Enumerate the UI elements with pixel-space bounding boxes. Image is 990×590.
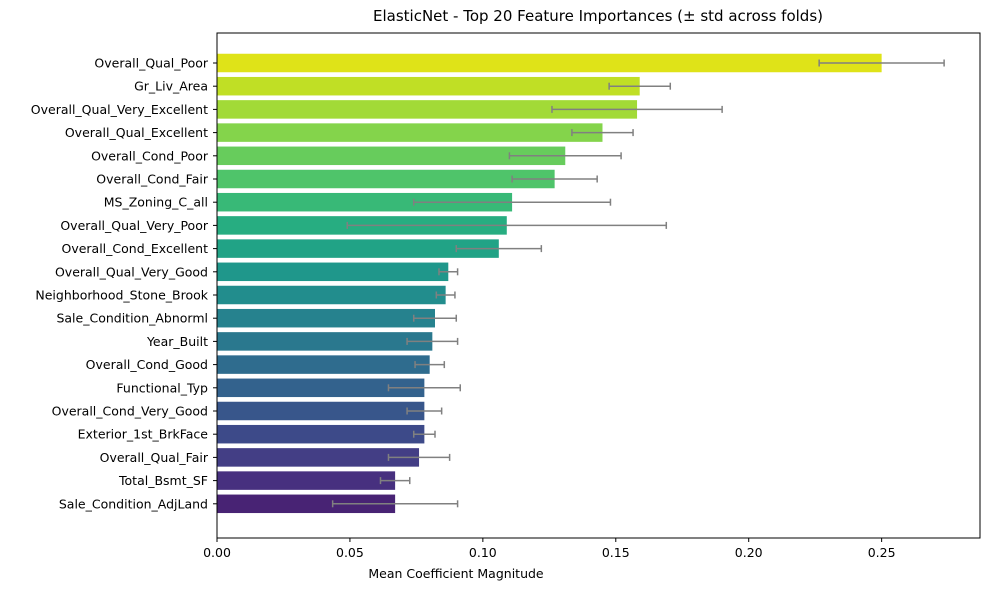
error-bar-10 [435,291,456,299]
error-bar-15 [406,407,443,415]
y-tick-label-8: Overall_Cond_Excellent [61,241,208,256]
y-tick-label-13: Overall_Cond_Good [86,357,208,372]
y-tick-label-11: Sale_Condition_Abnorml [56,311,208,326]
bar-9 [217,262,449,282]
bar-11 [217,308,435,328]
x-axis-label: Mean Coefficient Magnitude [368,566,544,581]
y-tick-label-12: Year_Built [146,334,208,349]
x-ticks: 0.00 0.05 0.10 0.15 0.20 0.25 [203,538,896,560]
error-bar-16 [412,430,436,438]
bars-layer [217,53,882,514]
error-bar-13 [414,361,446,369]
bar-0 [217,53,882,73]
bar-16 [217,424,425,444]
x-tick-label-1: 0.05 [336,545,364,560]
x-tick-label-2: 0.10 [469,545,497,560]
y-tick-label-9: Overall_Qual_Very_Good [55,264,208,279]
y-tick-label-14: Functional_Typ [116,380,208,395]
y-tick-label-15: Overall_Cond_Very_Good [52,404,208,419]
bar-4 [217,146,566,166]
y-tick-label-6: MS_Zoning_C_all [104,195,208,210]
y-tick-label-1: Gr_Liv_Area [134,79,208,94]
error-bar-11 [412,314,458,322]
error-bar-0 [818,59,945,67]
y-tick-labels: Overall_Qual_Poor Gr_Liv_Area Overall_Qual… [31,56,217,511]
plot-frame [216,32,981,539]
error-bar-1 [608,82,672,90]
bar-13 [217,355,430,374]
error-bar-9 [438,268,459,276]
bar-5 [217,169,555,189]
error-bar-12 [406,337,459,345]
bar-14 [217,378,425,398]
error-bar-4 [508,152,622,160]
y-tick-label-18: Total_Bsmt_SF [118,473,208,488]
y-tick-label-19: Sale_Condition_AdjLand [59,496,208,511]
bar-3 [217,123,603,142]
error-bar-19 [331,500,459,508]
y-tick-label-10: Neighborhood_Stone_Brook [35,288,208,303]
bar-6 [217,192,513,212]
bar-19 [217,494,396,514]
bar-8 [217,239,499,258]
error-bars-layer [331,59,945,508]
bar-10 [217,285,446,305]
x-tick-label-0: 0.00 [203,545,231,560]
error-bar-18 [379,477,411,485]
x-tick-label-3: 0.15 [602,545,630,560]
error-bar-3 [571,129,634,137]
error-bar-2 [551,105,723,113]
y-tick-label-4: Overall_Cond_Poor [91,148,209,163]
chart-title: ElasticNet - Top 20 Feature Importances … [373,7,823,25]
bar-15 [217,401,425,421]
y-tick-label-5: Overall_Cond_Fair [96,172,209,187]
error-bar-7 [346,221,668,229]
y-tick-label-7: Overall_Qual_Very_Poor [60,218,209,233]
x-tick-label-5: 0.25 [868,545,896,560]
error-bar-14 [387,384,462,392]
y-tick-label-0: Overall_Qual_Poor [94,56,208,71]
y-tick-label-3: Overall_Qual_Excellent [65,125,208,140]
bar-2 [217,100,638,119]
error-bar-5 [511,175,598,183]
y-tick-label-16: Exterior_1st_BrkFace [78,427,209,442]
y-tick-label-17: Overall_Qual_Fair [100,450,209,465]
error-bar-17 [387,453,451,461]
bar-1 [217,76,640,96]
x-tick-label-4: 0.20 [735,545,763,560]
error-bar-8 [455,245,543,253]
y-tick-label-2: Overall_Qual_Very_Excellent [31,102,208,117]
error-bar-6 [412,198,612,206]
bar-17 [217,448,420,467]
bar-12 [217,332,433,351]
bar-18 [217,471,396,490]
